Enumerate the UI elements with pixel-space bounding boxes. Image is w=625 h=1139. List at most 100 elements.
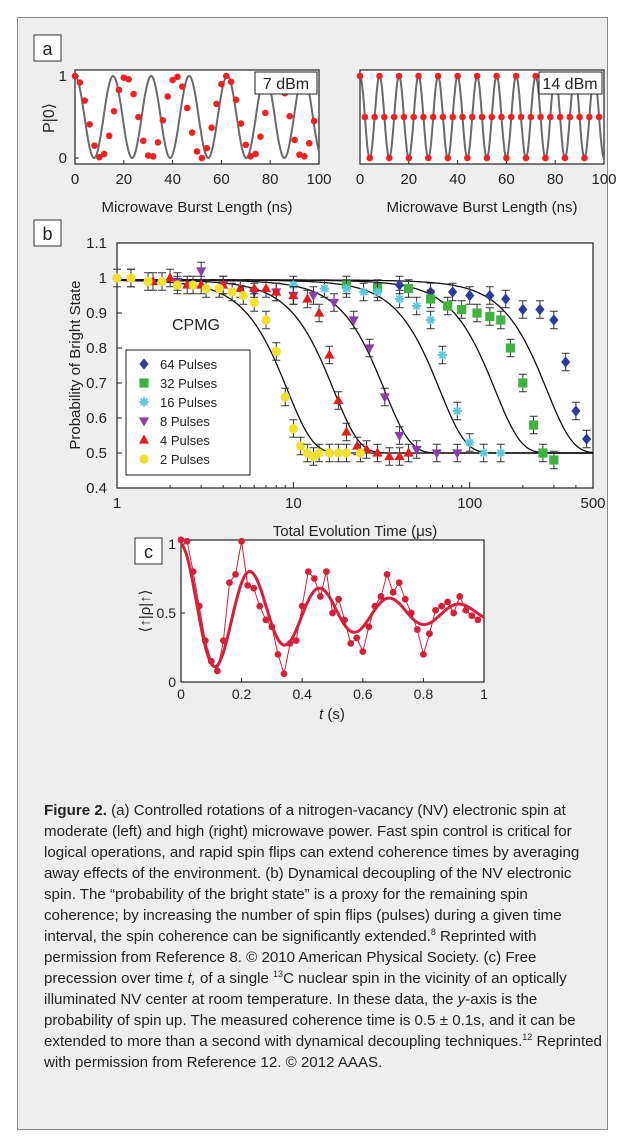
legend-label: 32 Pulses	[160, 376, 218, 391]
data-point	[159, 116, 167, 124]
x-axis-label-b: Total Evolution Time (μs)	[273, 523, 438, 540]
data-point	[164, 272, 176, 282]
x-axis-label-c: t (s)	[319, 706, 345, 723]
data-point	[479, 448, 489, 458]
data-point	[71, 72, 79, 80]
data-point	[348, 316, 359, 326]
figure-caption: Figure 2. (a) Controlled rotations of a …	[44, 802, 602, 1071]
data-point	[403, 283, 414, 294]
data-point	[426, 630, 433, 638]
x-tick-label: 0.4	[292, 686, 312, 702]
data-point	[238, 537, 246, 545]
legend-label: 64 Pulses	[160, 357, 218, 372]
data-point	[296, 441, 306, 451]
panel-label-b: b	[33, 219, 62, 247]
data-point	[144, 152, 152, 159]
data-point	[384, 450, 395, 461]
data-point	[126, 273, 136, 283]
data-point	[112, 273, 122, 283]
data-point	[310, 575, 318, 582]
data-point	[452, 406, 462, 416]
chart-c: 0 0.2 0.4 0.6 0.8 1 0 0.5 1 ⟨↑|ρ|↑⟩ t (s)	[137, 536, 488, 723]
data-point	[472, 308, 482, 318]
data-point	[305, 139, 313, 147]
data-point	[201, 637, 209, 644]
data-point	[449, 113, 457, 121]
data-point	[576, 113, 583, 121]
data-point	[347, 639, 355, 647]
svg-text:c: c	[144, 542, 153, 562]
data-point	[196, 267, 207, 277]
data-point	[237, 120, 245, 127]
data-point	[213, 100, 220, 108]
data-point	[274, 651, 282, 658]
data-point	[395, 72, 403, 80]
data-point	[542, 154, 549, 162]
y-tick-label: 0.8	[86, 340, 107, 357]
data-point	[183, 104, 191, 112]
data-point	[308, 291, 319, 302]
data-point	[377, 593, 385, 600]
y-tick-label: 0.9	[86, 305, 107, 322]
data-point	[352, 440, 363, 450]
data-point	[412, 301, 422, 311]
data-point	[405, 154, 413, 162]
data-point	[468, 113, 476, 121]
data-point	[420, 113, 427, 121]
data-point	[81, 97, 89, 104]
data-point	[465, 289, 475, 302]
x-tick-label: 0	[71, 171, 79, 188]
data-point	[474, 616, 482, 624]
data-point	[459, 113, 466, 121]
data-point	[314, 448, 324, 458]
data-point	[527, 113, 535, 121]
data-point	[498, 113, 505, 121]
x-tick-label: 80	[547, 171, 564, 188]
data-point	[324, 448, 334, 458]
data-point	[256, 602, 264, 610]
data-point	[138, 417, 150, 427]
data-point	[532, 72, 539, 80]
data-point	[249, 282, 260, 293]
y-axis-label-c: ⟨↑|ρ|↑⟩	[137, 589, 154, 632]
legend-label: 8 Pulses	[160, 414, 210, 429]
y-axis-label-a: P|0⟩	[41, 103, 58, 133]
data-point	[314, 307, 325, 317]
data-point	[561, 356, 571, 368]
data-point	[341, 426, 352, 436]
data-point	[218, 80, 225, 88]
data-point	[341, 448, 352, 458]
data-point	[549, 314, 559, 326]
data-point	[366, 154, 374, 162]
data-point	[507, 113, 515, 121]
data-point	[483, 154, 491, 162]
data-point	[468, 612, 476, 620]
y-tick-label: 1.1	[86, 235, 107, 252]
data-point	[286, 112, 294, 120]
data-point	[426, 315, 436, 325]
data-point	[586, 113, 593, 121]
data-point	[488, 113, 496, 121]
data-point	[250, 584, 258, 592]
y-tick-label: 0.6	[86, 410, 107, 427]
x-tick-label: 80	[262, 171, 279, 188]
x-tick-label: 100	[306, 171, 331, 188]
data-point	[335, 595, 342, 603]
legend: 64 Pulses 32 Pulses 16 Pulses 8 Pulses 4 Pul…	[125, 349, 251, 476]
x-tick-label: 100	[591, 171, 616, 188]
data-point	[582, 433, 592, 445]
x-tick-label: 60	[498, 171, 515, 188]
data-point	[310, 117, 318, 125]
data-point	[595, 113, 603, 121]
y-tick-label: 1	[168, 536, 176, 552]
data-point	[501, 293, 511, 305]
data-point	[298, 602, 306, 610]
x-tick-label: 10	[285, 495, 302, 512]
data-point	[518, 303, 528, 316]
data-point	[512, 72, 520, 80]
y-tick-label: 0	[59, 150, 67, 167]
data-point	[473, 72, 481, 80]
data-point	[188, 129, 196, 136]
data-point	[485, 311, 495, 322]
